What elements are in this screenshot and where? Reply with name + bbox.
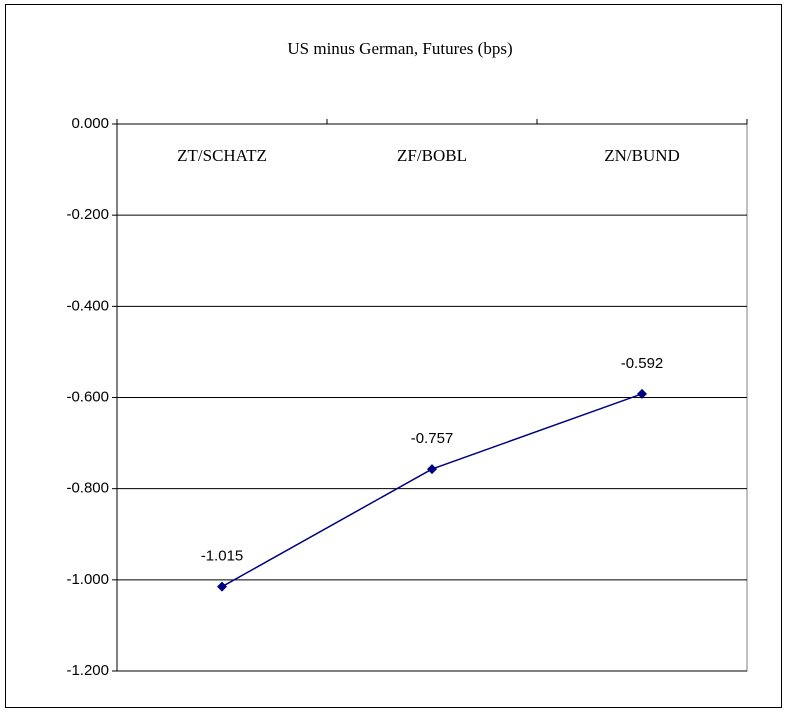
- x-tick-label: ZF/BOBL: [397, 146, 467, 165]
- chart-title: US minus German, Futures (bps): [287, 39, 512, 58]
- y-tick-label: -0.400: [66, 297, 109, 314]
- marker: [427, 464, 437, 475]
- data-label: -1.015: [201, 548, 244, 565]
- chart-border: [5, 4, 782, 708]
- y-tick-label: -0.200: [66, 206, 109, 223]
- x-tick-label: ZN/BUND: [604, 146, 680, 165]
- y-tick-label: -1.000: [66, 571, 109, 588]
- marker: [217, 581, 227, 592]
- y-tick-label: -0.800: [66, 480, 109, 497]
- y-tick-label: -0.600: [66, 388, 109, 405]
- y-tick-label: 0.000: [71, 115, 109, 132]
- data-label: -0.592: [621, 355, 664, 372]
- data-label: -0.757: [411, 430, 454, 447]
- marker: [637, 388, 647, 399]
- x-tick-label: ZT/SCHATZ: [177, 146, 267, 165]
- y-tick-label: -1.200: [66, 662, 109, 679]
